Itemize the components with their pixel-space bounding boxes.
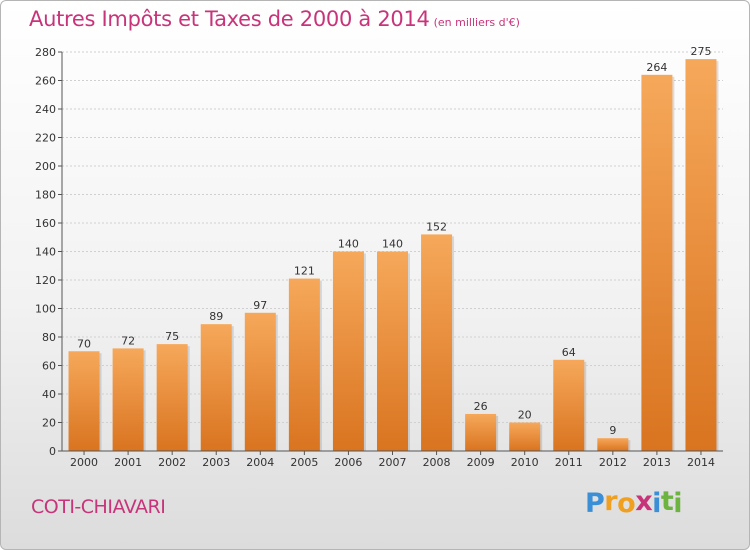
x-tick-label: 2010 xyxy=(511,456,539,469)
bar xyxy=(685,59,717,451)
x-tick-label: 2002 xyxy=(158,456,186,469)
bar xyxy=(465,413,497,451)
y-tick-label: 220 xyxy=(35,132,56,145)
y-tick-label: 40 xyxy=(42,388,56,401)
y-tick-label: 140 xyxy=(35,246,56,259)
chart-title-text: Autres Impôts et Taxes de 2000 à 2014 xyxy=(29,7,430,31)
y-tick-label: 100 xyxy=(35,303,56,316)
x-tick-label: 2000 xyxy=(70,456,98,469)
x-tick-label: 2013 xyxy=(643,456,671,469)
value-label: 72 xyxy=(121,334,135,347)
value-label: 264 xyxy=(646,61,667,74)
logo-letter: x xyxy=(635,486,653,517)
y-tick-label: 20 xyxy=(42,417,56,430)
labels: 0204060801001201401601802002202402602807… xyxy=(35,45,715,469)
logo-letter: i xyxy=(673,488,683,519)
bar xyxy=(200,324,232,451)
axes xyxy=(58,51,723,455)
y-tick-label: 260 xyxy=(35,75,56,88)
value-label: 64 xyxy=(562,346,576,359)
value-label: 121 xyxy=(294,265,315,278)
chart-title: Autres Impôts et Taxes de 2000 à 2014 (en… xyxy=(29,7,520,31)
x-tick-label: 2005 xyxy=(290,456,318,469)
city-name: COTI-CHIAVARI xyxy=(31,496,166,518)
x-tick-label: 2014 xyxy=(687,456,715,469)
bar xyxy=(112,348,144,451)
logo-letter: i xyxy=(652,488,661,519)
bar xyxy=(68,351,100,451)
y-tick-label: 120 xyxy=(35,274,56,287)
y-tick-label: 80 xyxy=(42,331,56,344)
value-label: 152 xyxy=(426,220,447,233)
bars xyxy=(68,59,719,452)
value-label: 20 xyxy=(518,409,532,422)
bar xyxy=(288,278,320,451)
proxiti-logo: Proxiti xyxy=(585,486,683,519)
value-label: 70 xyxy=(77,337,91,350)
bar xyxy=(553,359,585,451)
value-label: 97 xyxy=(253,299,267,312)
value-label: 89 xyxy=(209,310,223,323)
value-label: 275 xyxy=(690,45,711,58)
y-tick-label: 160 xyxy=(35,217,56,230)
bar xyxy=(377,251,408,451)
x-tick-label: 2001 xyxy=(114,456,142,469)
bar xyxy=(597,438,629,451)
x-tick-label: 2008 xyxy=(423,456,451,469)
logo-letter: r xyxy=(604,486,618,517)
x-tick-label: 2009 xyxy=(467,456,495,469)
y-tick-label: 0 xyxy=(49,445,56,458)
bar xyxy=(421,234,453,451)
value-label: 75 xyxy=(165,330,179,343)
y-tick-label: 60 xyxy=(42,360,56,373)
bar xyxy=(509,422,541,451)
chart-unit: (en milliers d'€) xyxy=(433,16,520,29)
y-tick-label: 240 xyxy=(35,103,56,116)
bar xyxy=(332,251,364,451)
value-label: 140 xyxy=(382,238,403,251)
bar xyxy=(641,74,673,452)
y-tick-label: 280 xyxy=(35,46,56,59)
bar xyxy=(244,312,276,451)
x-tick-label: 2012 xyxy=(599,456,627,469)
logo-letter: t xyxy=(660,486,674,517)
value-label: 140 xyxy=(338,238,359,251)
logo-letter: o xyxy=(617,488,636,519)
x-tick-label: 2004 xyxy=(246,456,274,469)
y-tick-label: 200 xyxy=(35,160,56,173)
x-tick-label: 2011 xyxy=(555,456,583,469)
y-tick-label: 180 xyxy=(35,189,56,202)
value-label: 26 xyxy=(474,400,488,413)
logo-letter: P xyxy=(585,488,605,519)
x-tick-label: 2007 xyxy=(379,456,407,469)
bar xyxy=(156,344,188,451)
value-label: 9 xyxy=(609,424,616,437)
x-tick-label: 2003 xyxy=(202,456,230,469)
x-tick-label: 2006 xyxy=(334,456,362,469)
